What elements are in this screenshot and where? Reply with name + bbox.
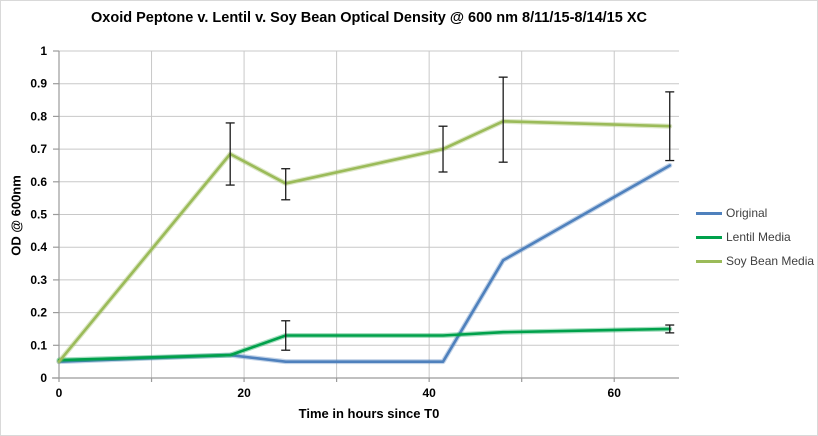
legend-item-soy-bean-media[interactable]: Soy Bean Media (696, 254, 814, 268)
legend-item-lentil-media[interactable]: Lentil Media (696, 230, 814, 244)
legend-swatch-soy-bean-media (696, 259, 722, 263)
x-tick-label: 20 (237, 386, 251, 400)
legend-item-original[interactable]: Original (696, 206, 814, 220)
series-halo-lentil-media (56, 326, 673, 363)
series-halo-soy-bean-media (56, 118, 673, 365)
chart-title: Oxoid Peptone v. Lentil v. Soy Bean Opti… (91, 10, 647, 26)
y-tick-label: 0.1 (30, 338, 47, 352)
series-line-lentil-media[interactable] (57, 327, 672, 362)
y-tick-label: 0.7 (30, 142, 47, 156)
y-tick-label: 0 (40, 371, 47, 385)
y-tick-label: 0.5 (30, 208, 47, 222)
legend-label-lentil-media: Lentil Media (726, 230, 791, 244)
legend: Original Lentil Media Soy Bean Media (696, 206, 814, 268)
series-line-soy-bean-media[interactable] (57, 120, 672, 363)
y-tick-label: 0.3 (30, 273, 47, 287)
y-tick-label: 0.4 (30, 240, 47, 254)
legend-swatch-lentil-media (696, 235, 722, 239)
x-tick-label: 40 (422, 386, 436, 400)
y-tick-label: 0.2 (30, 306, 47, 320)
y-axis-title: OD @ 600nm (8, 175, 24, 256)
y-tick-label: 1 (40, 44, 47, 58)
x-axis-title: Time in hours since T0 (298, 406, 440, 421)
y-tick-label: 0.6 (30, 175, 47, 189)
y-tick-label: 0.8 (30, 109, 47, 123)
x-tick-label: 60 (608, 386, 622, 400)
legend-label-soy-bean-media: Soy Bean Media (726, 254, 815, 268)
y-tick-label: 0.9 (30, 77, 47, 91)
x-tick-label: 0 (56, 386, 63, 400)
legend-label-original: Original (726, 206, 768, 220)
legend-swatch-original (696, 211, 722, 215)
